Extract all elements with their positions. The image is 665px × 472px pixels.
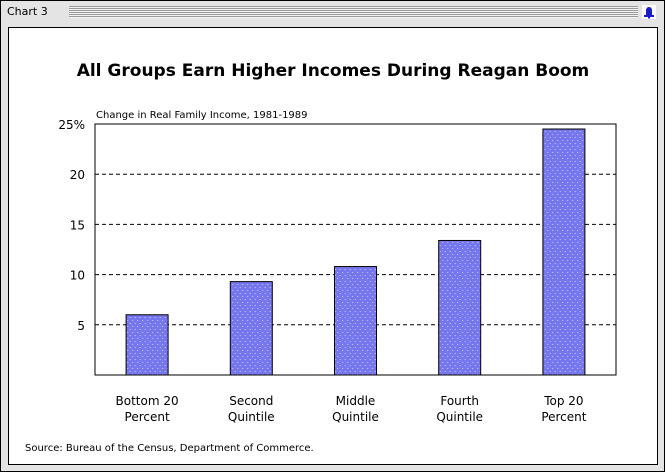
x-tick-label: Second Quintile	[228, 394, 275, 424]
bar	[542, 128, 586, 376]
x-tick-label: Bottom 20 Percent	[116, 394, 179, 424]
source-note: Source: Bureau of the Census, Department…	[25, 443, 314, 454]
y-tick-label: 5	[77, 319, 85, 333]
y-tick-label: 20	[70, 168, 85, 182]
bar	[229, 281, 273, 376]
bar-chart: All Groups Earn Higher Incomes During Re…	[25, 61, 617, 454]
bar	[125, 314, 169, 376]
title-bar-stripes[interactable]	[69, 6, 638, 18]
y-tick-label: 10	[70, 269, 85, 283]
x-tick-label: Fourth Quintile	[436, 394, 483, 424]
x-tick-label: Top 20 Percent	[541, 394, 586, 424]
chart-title: All Groups Earn Higher Incomes During Re…	[77, 61, 590, 81]
bars	[125, 128, 586, 376]
y-tick-label: 15	[70, 218, 85, 232]
bar	[334, 266, 377, 376]
title-bar[interactable]: Chart 3	[1, 1, 664, 23]
chart-panel: All Groups Earn Higher Incomes During Re…	[8, 27, 658, 465]
plot-frame	[94, 123, 617, 376]
bell-icon[interactable]	[642, 5, 656, 19]
x-tick-label: Middle Quintile	[332, 394, 379, 424]
bar	[438, 239, 482, 376]
window-title: Chart 3	[7, 5, 48, 18]
y-axis: 5 10 15 20 25%	[58, 118, 85, 333]
y-tick-label: 25%	[58, 118, 85, 132]
x-axis: Bottom 20 Percent Second Quintile Middle Quin…	[116, 394, 587, 424]
chart-subtitle: Change in Real Family Income, 1981-1989	[96, 110, 308, 121]
